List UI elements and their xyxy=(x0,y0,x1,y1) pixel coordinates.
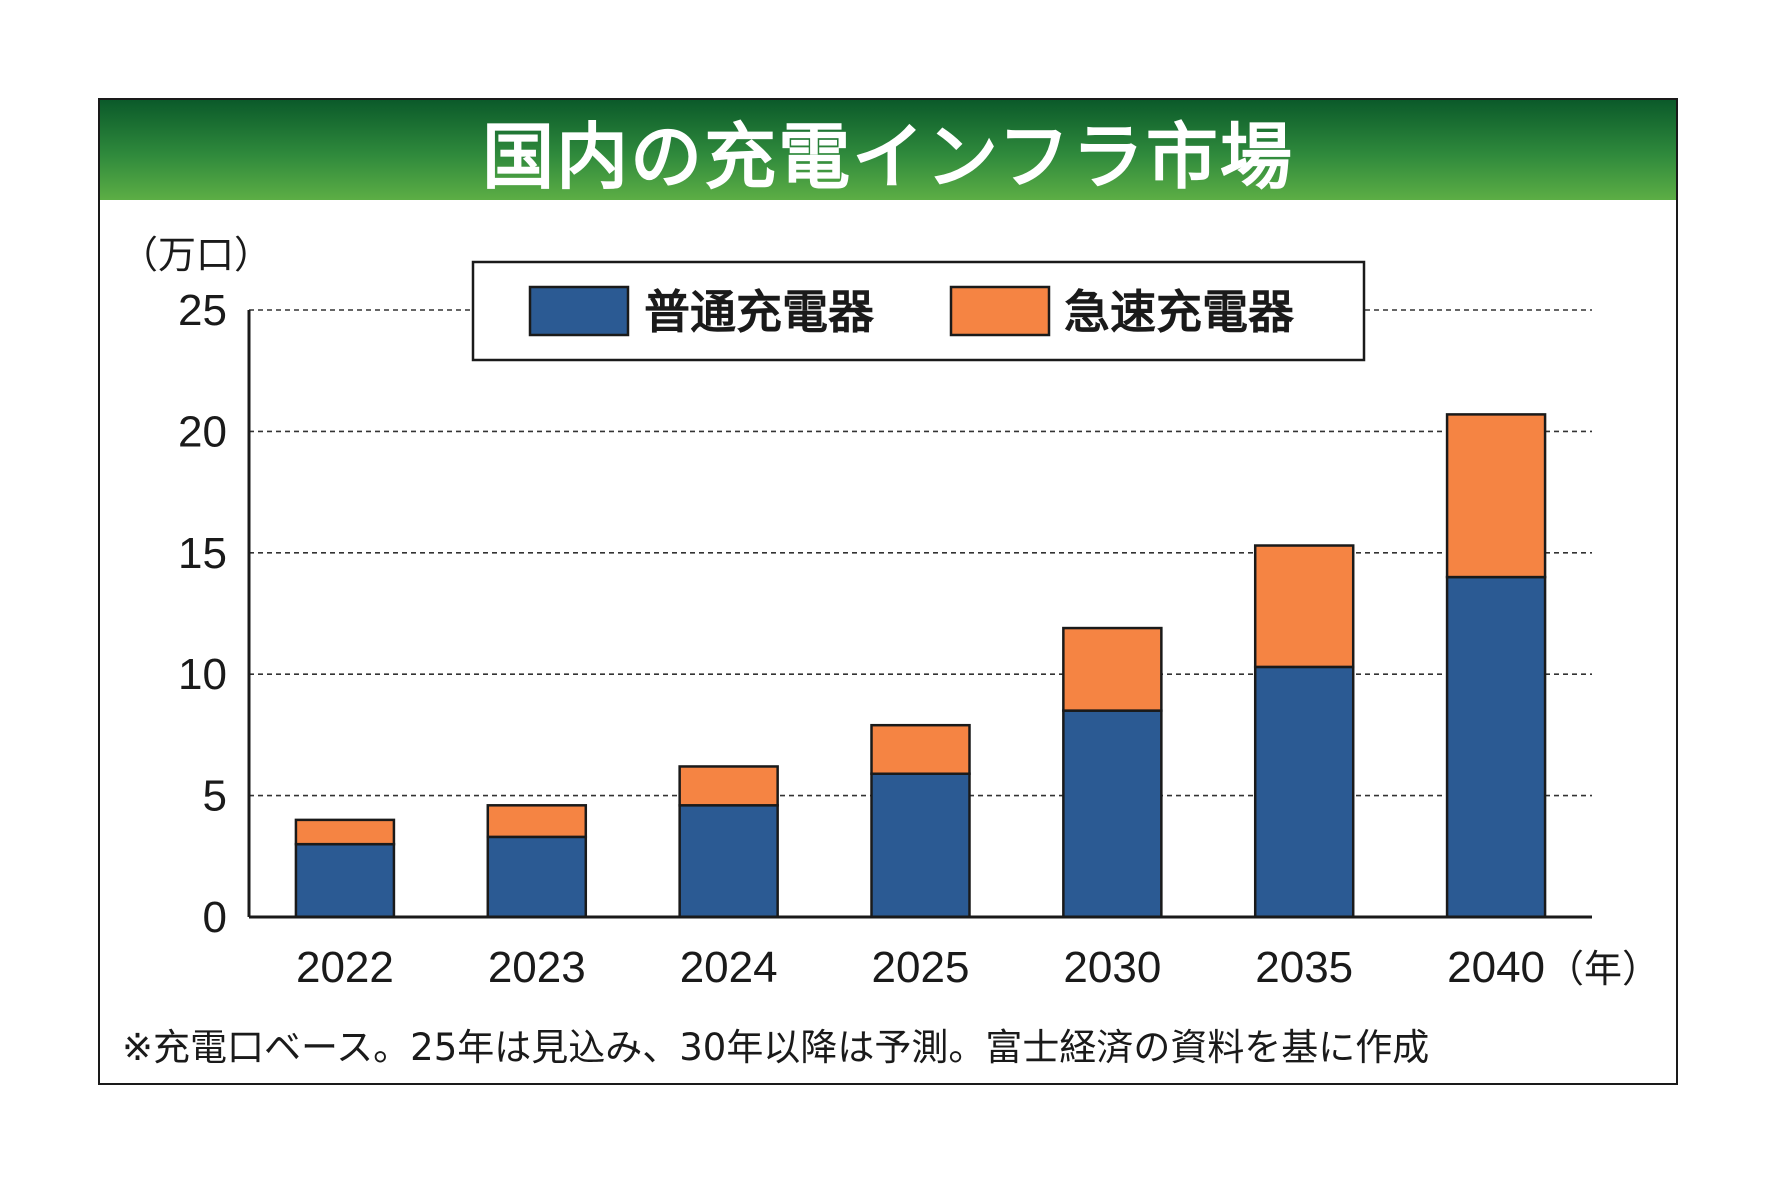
grid-lines xyxy=(249,309,1592,797)
y-tick-labels: 0 5 10 15 20 25 xyxy=(178,286,227,942)
bars xyxy=(294,413,1547,919)
legend: 普通充電器 急速充電器 xyxy=(471,260,1366,362)
bar-normal-2025 xyxy=(870,772,971,919)
title-bar: 国内の充電インフラ市場 xyxy=(100,100,1676,200)
x-tick-label-2040: 2040 xyxy=(1447,943,1545,992)
chart-title: 国内の充電インフラ市場 xyxy=(482,114,1294,199)
x-tick-label-2025: 2025 xyxy=(872,943,970,992)
x-tick-label-2023: 2023 xyxy=(488,943,586,992)
x-tick-label-2035: 2035 xyxy=(1255,943,1353,992)
y-tick-label-25: 25 xyxy=(178,286,227,335)
x-axis-unit-label: （年） xyxy=(1546,947,1660,991)
y-tick-label-15: 15 xyxy=(178,529,227,578)
x-tick-label-2024: 2024 xyxy=(680,943,778,992)
bar-normal-2030 xyxy=(1062,709,1163,919)
bar-fast-2035 xyxy=(1253,544,1355,669)
bar-fast-2040 xyxy=(1445,413,1547,579)
bar-fast-2030 xyxy=(1062,626,1163,712)
bar-normal-2024 xyxy=(678,804,779,919)
legend-label-normal: 普通充電器 xyxy=(644,285,875,339)
y-axis-unit-label: （万口） xyxy=(120,233,272,277)
axes xyxy=(247,310,1592,919)
bar-fast-2023 xyxy=(486,804,588,839)
bar-normal-2022 xyxy=(294,842,396,919)
y-tick-label-5: 5 xyxy=(203,772,227,821)
x-tick-label-2022: 2022 xyxy=(296,943,394,992)
bar-normal-2023 xyxy=(486,835,588,919)
bar-fast-2022 xyxy=(294,818,396,846)
bar-normal-2040 xyxy=(1445,575,1547,919)
legend-swatch-normal xyxy=(528,285,630,337)
legend-label-fast: 急速充電器 xyxy=(1064,285,1295,339)
y-tick-label-0: 0 xyxy=(203,893,227,942)
bar-fast-2025 xyxy=(870,723,971,775)
source-note: ※充電口ベース。25年は見込み、30年以降は予測。富士経済の資料を基に作成 xyxy=(122,1026,1429,1069)
bar-fast-2024 xyxy=(678,765,779,807)
bar-normal-2035 xyxy=(1253,665,1355,919)
legend-swatch-fast xyxy=(949,285,1051,337)
y-tick-label-10: 10 xyxy=(178,650,227,699)
x-tick-label-2030: 2030 xyxy=(1063,943,1161,992)
x-tick-labels: 2022 2023 2024 2025 2030 2035 2040 xyxy=(296,943,1545,992)
y-tick-label-20: 20 xyxy=(178,407,227,456)
